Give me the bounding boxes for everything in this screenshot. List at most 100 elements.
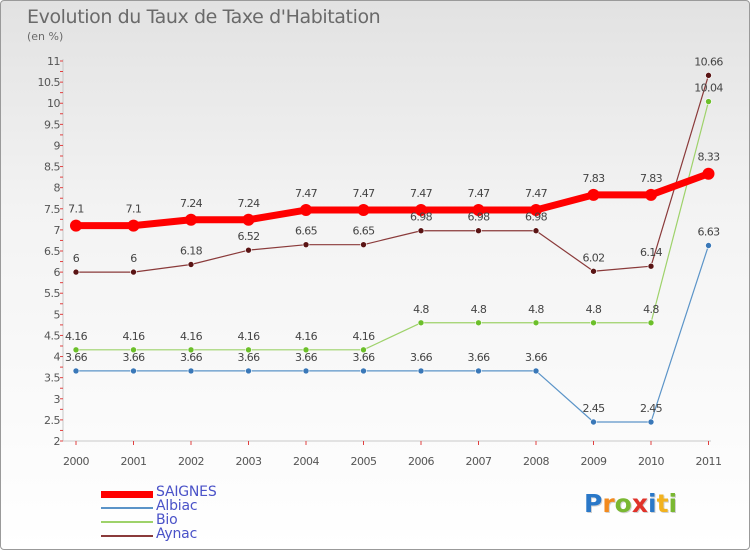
x-tick-label: 2002 bbox=[178, 455, 204, 468]
logo-letter: r bbox=[602, 489, 615, 518]
y-tick-label: 2.5 bbox=[44, 414, 60, 427]
data-label-saignes: 7.83 bbox=[582, 172, 605, 185]
marker-saignes bbox=[472, 204, 485, 217]
data-label-aynac: 10.66 bbox=[694, 55, 723, 68]
marker-albiac bbox=[130, 367, 137, 375]
data-label-saignes: 7.24 bbox=[180, 197, 203, 210]
marker-aynac bbox=[590, 267, 597, 275]
data-label-bio: 4.16 bbox=[295, 330, 318, 343]
marker-bio bbox=[302, 346, 310, 354]
data-label-saignes: 7.47 bbox=[525, 187, 548, 200]
y-tick-label: 8.5 bbox=[44, 161, 60, 174]
data-label-bio: 4.16 bbox=[65, 330, 88, 343]
series-line-bio bbox=[75, 100, 710, 351]
legend-label: SAIGNES bbox=[156, 484, 217, 500]
marker-saignes bbox=[645, 188, 657, 201]
marker-bio bbox=[417, 319, 425, 327]
data-label-saignes: 7.1 bbox=[68, 203, 84, 216]
proxiti-logo: Proxiti bbox=[584, 489, 677, 518]
data-label-albiac: 3.66 bbox=[410, 351, 433, 364]
chart-subtitle: (en %) bbox=[27, 30, 64, 43]
y-tick-label: 8 bbox=[54, 182, 61, 195]
marker-aynac bbox=[705, 72, 712, 79]
series-line-aynac bbox=[75, 74, 710, 273]
chart-title: Evolution du Taux de Taxe d'Habitation bbox=[27, 6, 381, 28]
marker-bio bbox=[72, 346, 80, 354]
marker-albiac bbox=[187, 367, 195, 375]
marker-saignes bbox=[127, 219, 140, 232]
data-label-bio: 4.8 bbox=[471, 303, 487, 316]
x-tick-label: 2007 bbox=[466, 455, 492, 468]
data-label-albiac: 3.66 bbox=[525, 351, 548, 364]
data-label-saignes: 8.33 bbox=[697, 151, 720, 164]
data-label-albiac: 3.66 bbox=[295, 351, 318, 364]
marker-aynac bbox=[360, 241, 367, 248]
x-tick-label: 2006 bbox=[408, 455, 434, 468]
x-tick-label: 2004 bbox=[293, 455, 319, 468]
marker-aynac bbox=[187, 261, 195, 268]
data-label-albiac: 2.45 bbox=[640, 402, 663, 415]
y-tick-label: 3.5 bbox=[44, 372, 60, 385]
y-tick-label: 7.5 bbox=[44, 203, 60, 216]
marker-bio bbox=[130, 346, 137, 354]
data-label-bio: 10.04 bbox=[694, 82, 723, 95]
marker-bio bbox=[360, 346, 367, 354]
marker-saignes bbox=[300, 204, 312, 217]
marker-bio bbox=[475, 319, 482, 327]
logo-letter: i bbox=[668, 489, 678, 518]
logo-letter: o bbox=[614, 489, 632, 518]
data-label-albiac: 6.63 bbox=[697, 226, 720, 239]
legend-label: Bio bbox=[156, 512, 178, 528]
data-label-aynac: 6.65 bbox=[352, 225, 375, 238]
legend-swatch bbox=[101, 490, 153, 498]
marker-bio bbox=[590, 319, 597, 327]
x-tick-label: 2000 bbox=[63, 455, 89, 468]
y-tick-label: 7 bbox=[54, 224, 61, 237]
marker-saignes bbox=[242, 213, 255, 226]
y-tick-label: 9.5 bbox=[44, 118, 60, 131]
series-line-saignes bbox=[72, 170, 712, 230]
marker-albiac bbox=[417, 367, 425, 375]
marker-saignes bbox=[530, 204, 542, 217]
series-markers bbox=[70, 72, 715, 426]
data-label-aynac: 6.14 bbox=[640, 246, 663, 259]
legend-swatch bbox=[101, 521, 153, 523]
marker-albiac bbox=[647, 418, 655, 426]
marker-albiac bbox=[72, 367, 80, 375]
y-tick-label: 4.5 bbox=[44, 329, 60, 342]
y-tick-label: 3 bbox=[54, 393, 61, 406]
data-label-aynac: 6 bbox=[130, 252, 137, 265]
data-label-bio: 4.8 bbox=[586, 303, 602, 316]
data-label-aynac: 6.02 bbox=[582, 251, 604, 264]
data-label-bio: 4.16 bbox=[352, 330, 375, 343]
marker-aynac bbox=[72, 268, 80, 276]
y-tick-label: 5.5 bbox=[44, 287, 60, 300]
data-label-albiac: 3.66 bbox=[122, 351, 145, 364]
y-tick-label: 2 bbox=[54, 435, 61, 448]
logo-letter: P bbox=[584, 489, 603, 518]
data-label-albiac: 3.66 bbox=[467, 351, 490, 364]
data-label-bio: 4.16 bbox=[180, 330, 203, 343]
data-label-saignes: 7.47 bbox=[352, 187, 375, 200]
x-tick-label: 2003 bbox=[236, 455, 262, 468]
marker-aynac bbox=[475, 227, 482, 235]
marker-bio bbox=[705, 98, 712, 105]
y-tick-label: 4 bbox=[54, 351, 61, 364]
marker-bio bbox=[245, 346, 252, 354]
data-labels: 3.66 3.66 3.66 3.66 3.66 3.66 3.66 3.66 3.66 2.45… bbox=[65, 55, 724, 415]
y-tick-labels: 2 2.5 3 3.5 4 4.5 5 5.5 6 6.5 7 7.5 8 8.5 9 9.5 10 10.5 11 bbox=[38, 55, 62, 448]
marker-saignes bbox=[415, 204, 427, 217]
data-label-aynac: 6.18 bbox=[180, 245, 203, 258]
data-label-aynac: 6.52 bbox=[237, 230, 259, 243]
data-label-aynac: 6 bbox=[73, 252, 80, 265]
marker-albiac bbox=[590, 418, 597, 426]
marker-albiac bbox=[475, 367, 482, 375]
x-tick-label: 2001 bbox=[121, 455, 147, 468]
logo-letter: i bbox=[648, 489, 657, 518]
data-label-saignes: 7.83 bbox=[640, 172, 663, 185]
data-label-aynac: 6.65 bbox=[295, 225, 318, 238]
marker-aynac bbox=[130, 268, 137, 276]
legend-label: Albiac bbox=[156, 498, 198, 514]
